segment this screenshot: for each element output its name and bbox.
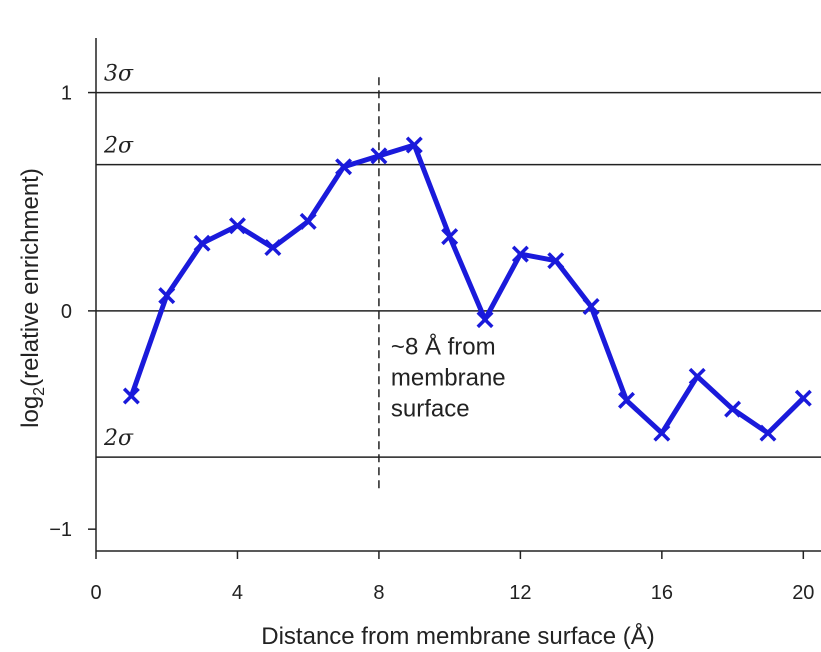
data-point-marker [193, 234, 211, 252]
y-axis-title-rest: (relative enrichment) [17, 168, 44, 387]
data-point-marker [547, 252, 565, 270]
data-point-marker [370, 147, 388, 165]
data-point-marker [441, 228, 459, 246]
series-group [122, 136, 812, 442]
y-tick-label: −1 [49, 519, 72, 541]
data-point-marker [122, 387, 140, 405]
data-point-marker [511, 245, 529, 263]
data-point-marker [618, 391, 635, 409]
sigma-label: 2σ [103, 426, 134, 451]
y-axis-title: log2(relative enrichment) [17, 168, 48, 428]
annotation-line: membrane [391, 365, 506, 392]
x-tick-label: 4 [232, 582, 243, 604]
data-point-marker [299, 212, 317, 230]
data-point-marker [335, 158, 353, 176]
annotation-line: surface [391, 396, 470, 423]
data-point-marker [476, 311, 494, 329]
sigma-label: 3σ [104, 62, 134, 87]
data-point-marker [653, 424, 671, 442]
data-point-marker [264, 239, 282, 257]
x-tick-label: 0 [90, 582, 101, 604]
x-ticks: 0 4 8 12 16 20 [90, 551, 814, 604]
x-tick-label: 12 [509, 582, 531, 604]
data-point-marker [724, 400, 742, 418]
y-tick-label: 0 [61, 301, 72, 323]
annotation-line: ~8 Å from [391, 333, 496, 361]
sigma-label: 2σ [103, 134, 134, 159]
x-tick-label: 16 [651, 582, 673, 604]
data-point-marker [405, 136, 423, 154]
vertical-marker: ~8 Å from membrane surface [378, 77, 506, 490]
x-axis-title: Distance from membrane surface (Å) [261, 622, 654, 650]
data-point-marker [582, 298, 600, 315]
y-ticks: −1 0 1 [49, 83, 96, 541]
y-axis-title-subscript: 2 [31, 387, 48, 396]
y-tick-label: 1 [61, 83, 72, 105]
data-point-marker [759, 424, 777, 442]
data-point-marker [688, 367, 706, 385]
x-tick-label: 8 [373, 582, 384, 604]
data-point-marker [158, 287, 176, 305]
reference-lines: 3σ 2σ 2σ [96, 62, 821, 458]
x-tick-label: 20 [792, 582, 814, 604]
data-point-marker [228, 217, 246, 235]
data-point-marker [794, 389, 812, 407]
y-axis-title-main: log [17, 396, 44, 428]
